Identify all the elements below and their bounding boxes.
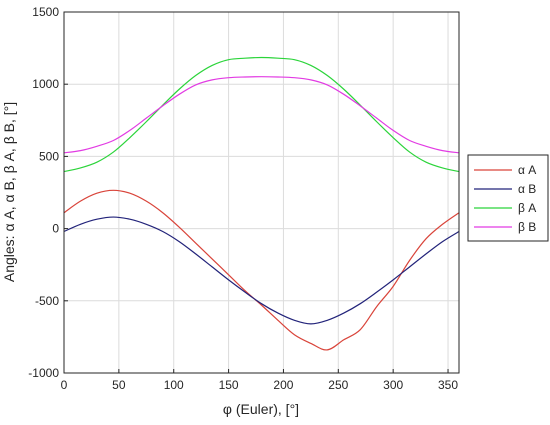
legend-label-2: β A — [518, 201, 536, 215]
y-tick-label: 500 — [39, 149, 59, 163]
y-tick-label: 1500 — [32, 5, 59, 19]
x-axis-label: φ (Euler), [°] — [223, 401, 299, 417]
series-line-2 — [63, 56, 460, 173]
y-axis-label: Angles: α A, α B, β A, β B, [°] — [1, 102, 17, 282]
y-tick-label: 0 — [52, 222, 59, 236]
x-tick-label: 350 — [438, 378, 458, 392]
x-axis-ticks: 0 50 100 150 200 250 300 350 — [61, 369, 458, 392]
y-axis-ticks: -1000 -500 0 500 1000 1500 — [28, 5, 68, 380]
legend-label-0: α A — [518, 163, 536, 177]
x-tick-label: 0 — [61, 378, 68, 392]
x-tick-label: 50 — [112, 378, 126, 392]
series-lines — [63, 56, 460, 351]
plot-area — [63, 11, 460, 374]
y-tick-label: -1000 — [28, 366, 59, 380]
legend: α A α B β A β B — [467, 154, 549, 242]
series-line-1 — [63, 216, 460, 325]
y-tick-label: -500 — [35, 294, 59, 308]
y-tick-label: 1000 — [32, 77, 59, 91]
x-tick-label: 150 — [219, 378, 239, 392]
x-tick-label: 200 — [273, 378, 293, 392]
legend-label-1: α B — [518, 182, 536, 196]
plot-border — [63, 11, 460, 374]
series-line-0 — [63, 189, 460, 351]
x-tick-label: 250 — [328, 378, 348, 392]
x-tick-label: 300 — [383, 378, 403, 392]
series-line-3 — [63, 76, 460, 154]
legend-label-3: β B — [518, 220, 536, 234]
x-tick-label: 100 — [164, 378, 184, 392]
